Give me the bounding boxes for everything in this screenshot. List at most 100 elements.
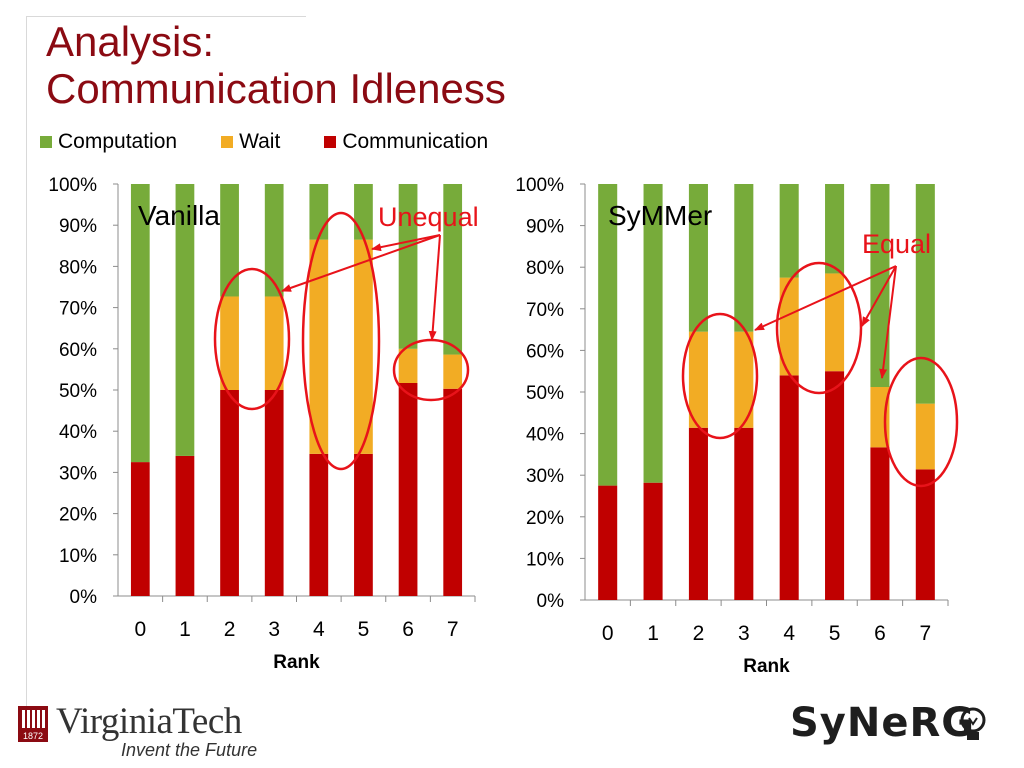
- y-tick-label: 100%: [515, 175, 564, 196]
- bar-segment-communication-rank-0: [130, 462, 150, 596]
- chart-vanilla: 0% 10% 20% 30% 40% 50% 60% 70% 80% 90% 100% 0 1 2 3 4 5 6…: [48, 175, 476, 673]
- annotation-label-unequal: Unequal: [378, 202, 479, 232]
- y-tick-label: 10%: [526, 549, 564, 570]
- legend-item-computation: Computation: [40, 130, 177, 154]
- bar-segment-communication-rank-2: [220, 390, 239, 596]
- bar-segment-wait-rank-7: [443, 354, 463, 389]
- annotation-ellipse-ranks-6-7-symmer: [883, 356, 959, 488]
- virginia-tech-year: 1872: [23, 731, 43, 741]
- slide-frame-left: [26, 16, 27, 706]
- y-tick-label: 60%: [59, 340, 97, 361]
- y-tick-label: 70%: [526, 300, 564, 321]
- bar-segment-communication-rank-3: [264, 390, 284, 596]
- bar-segment-computation-rank-6: [398, 184, 418, 349]
- bar-segment-communication-rank-7: [915, 469, 935, 600]
- annotation-arrow: [281, 234, 441, 292]
- legend-label-wait: Wait: [239, 130, 281, 153]
- x-tick-label: 6: [402, 618, 414, 641]
- legend-label-computation: Computation: [58, 130, 178, 153]
- annotation-arrow: [861, 265, 897, 327]
- bar-segment-computation-rank-3: [734, 184, 754, 332]
- legend-swatch-wait: [221, 136, 234, 148]
- bar-segment-computation-rank-5: [354, 184, 373, 240]
- x-tick-label: 4: [313, 618, 325, 641]
- bar-segment-communication-rank-3: [734, 427, 754, 600]
- stacked-bar-charts: 0% 10% 20% 30% 40% 50% 60% 70% 80% 90% 100% 0 1 2 3 4 5 6…: [48, 175, 959, 677]
- y-tick-label: 50%: [526, 383, 564, 404]
- bar-segment-computation-rank-0: [130, 184, 150, 463]
- annotation-arrow: [879, 265, 897, 379]
- y-tick-label: 100%: [48, 175, 97, 196]
- bar-segment-communication-rank-6: [398, 382, 418, 596]
- bar-segment-communication-rank-4: [309, 453, 329, 596]
- chart-title: Vanilla: [138, 200, 220, 231]
- y-tick-label: 30%: [526, 466, 564, 487]
- bar-segment-computation-rank-7: [915, 184, 935, 404]
- x-tick-label: 4: [783, 622, 795, 645]
- annotation-arrow: [371, 234, 441, 252]
- legend-item-wait: Wait: [221, 130, 280, 154]
- bar-segment-computation-rank-0: [598, 184, 618, 486]
- y-tick-label: 90%: [59, 216, 97, 237]
- virginia-tech-wordmark: VirginiaTech: [56, 701, 242, 742]
- x-tick-label: 3: [738, 622, 750, 645]
- y-tick-label: 30%: [59, 463, 97, 484]
- bar-segment-communication-rank-1: [643, 482, 663, 600]
- bar-segment-wait-rank-4: [779, 277, 799, 376]
- annotation-ellipse-ranks-4-5: [301, 211, 381, 471]
- y-tick-label: 10%: [59, 546, 97, 567]
- bar-segment-computation-rank-5: [825, 184, 845, 274]
- annotation-arrow: [428, 234, 441, 341]
- y-tick-label: 20%: [59, 505, 97, 526]
- y-tick-label: 60%: [526, 341, 564, 362]
- annotation-ellipse-ranks-2-3-symmer: [681, 312, 759, 440]
- bar-segment-communication-rank-5: [825, 371, 845, 600]
- bar-segment-computation-rank-6: [870, 184, 890, 388]
- bar-segment-wait-rank-5: [354, 239, 373, 454]
- annotation-arrow: [754, 265, 897, 331]
- y-tick-label: 50%: [59, 381, 97, 402]
- bar-segment-wait-rank-6: [398, 348, 418, 383]
- legend-label-communication: Communication: [342, 130, 489, 153]
- bar-segment-computation-rank-1: [643, 184, 663, 483]
- bar-segment-wait-rank-4: [309, 239, 329, 454]
- x-tick-label: 6: [874, 622, 886, 645]
- y-tick-label: 0%: [70, 587, 98, 608]
- chart-symmer: 0% 10% 20% 30% 40% 50% 60% 70% 80% 90% 100% 0 1 2 3 4 5 6…: [515, 175, 949, 677]
- virginia-tech-shield-icon: 1872: [18, 706, 48, 742]
- lightbulb-icon: [960, 707, 986, 740]
- y-tick-label: 80%: [526, 258, 564, 279]
- bar-segment-wait-rank-3: [734, 331, 754, 428]
- annotation-layer: Unequal Equal: [213, 202, 959, 488]
- bar-segment-wait-rank-5: [825, 273, 845, 372]
- bar-segment-computation-rank-2: [688, 184, 708, 332]
- y-tick-label: 40%: [59, 422, 97, 443]
- x-tick-label: 5: [829, 622, 841, 645]
- bar-segment-computation-rank-7: [443, 184, 463, 355]
- bar-segment-communication-rank-5: [354, 453, 373, 596]
- bar-segment-wait-rank-2: [688, 331, 708, 428]
- slide-title-line1: Analysis:: [46, 18, 215, 65]
- slide-frame-top: [26, 16, 306, 17]
- y-tick-label: 40%: [526, 425, 564, 446]
- x-tick-label: 7: [919, 622, 931, 645]
- bar-segment-computation-rank-3: [264, 184, 284, 297]
- x-tick-label: 2: [224, 618, 236, 641]
- x-tick-label: 1: [647, 622, 659, 645]
- x-tick-label: 0: [134, 618, 146, 641]
- y-tick-label: 90%: [526, 217, 564, 238]
- bar-segment-communication-rank-2: [688, 427, 708, 600]
- x-tick-label: 1: [179, 618, 191, 641]
- bar-segment-communication-rank-4: [779, 375, 799, 600]
- y-tick-label: 20%: [526, 508, 564, 529]
- bar-segment-communication-rank-0: [598, 485, 618, 600]
- x-tick-label: 5: [358, 618, 370, 641]
- slide-title-line2: Communication Idleness: [46, 65, 506, 112]
- x-tick-label: 3: [268, 618, 280, 641]
- bar-segment-wait-rank-2: [220, 296, 239, 390]
- legend-swatch-communication: [324, 136, 337, 148]
- annotation-label-equal: Equal: [862, 229, 931, 259]
- bar-segment-communication-rank-7: [443, 388, 463, 596]
- annotation-ellipse-ranks-2-3: [213, 267, 291, 411]
- synergy-logo: SyNeRG: [790, 700, 1000, 762]
